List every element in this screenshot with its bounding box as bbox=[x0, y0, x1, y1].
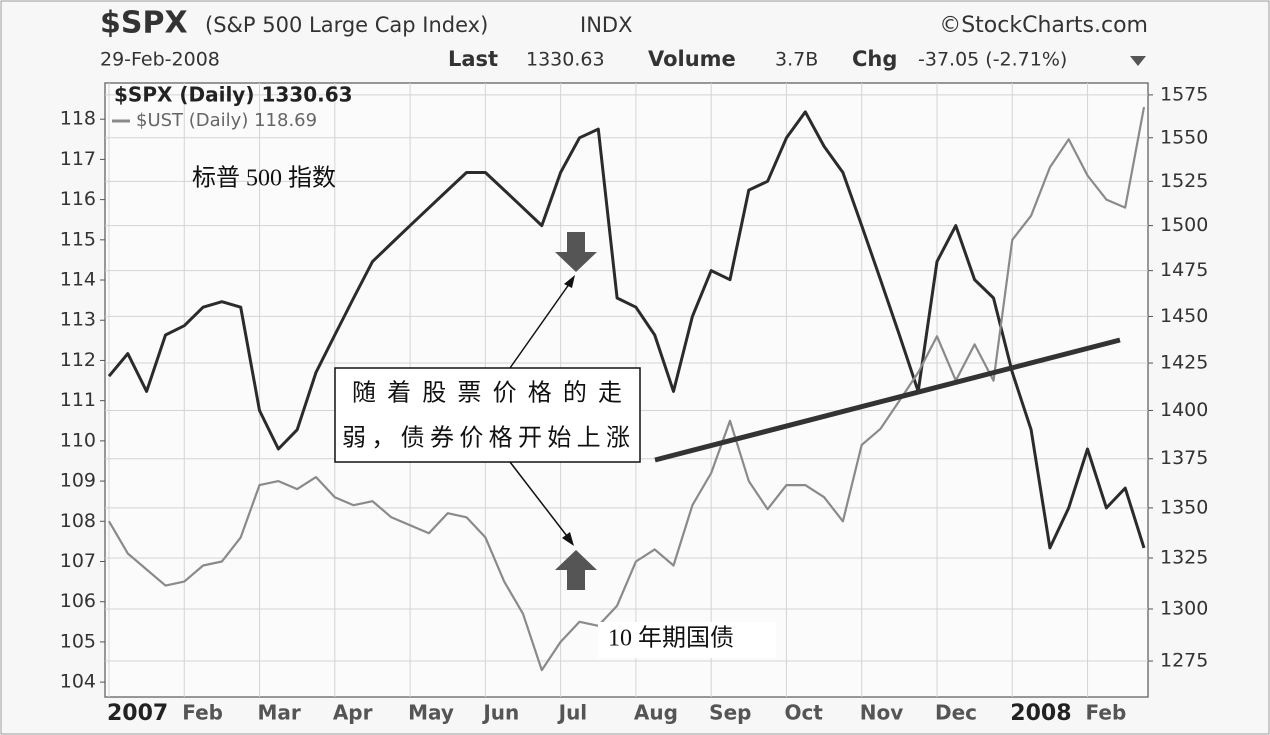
y2-tick-label: 1275 bbox=[1160, 650, 1208, 672]
stat-label: Chg bbox=[852, 47, 897, 71]
y-tick-label: 106 bbox=[60, 590, 96, 612]
y2-tick-label: 1450 bbox=[1160, 305, 1208, 327]
x-tick-label: Feb bbox=[182, 701, 223, 725]
y-tick-label: 113 bbox=[60, 309, 96, 331]
y2-tick-label: 1425 bbox=[1160, 352, 1208, 374]
dropdown-icon bbox=[1130, 56, 1146, 66]
x-tick-label: Jul bbox=[557, 701, 588, 725]
stat-label: Last bbox=[448, 47, 498, 71]
annotation-box bbox=[334, 367, 641, 463]
y-tick-label: 118 bbox=[60, 108, 96, 130]
y2-tick-label: 1325 bbox=[1160, 546, 1208, 568]
legend-entry: $SPX (Daily) 1330.63 bbox=[114, 83, 353, 107]
legend-entry: $UST (Daily) 118.69 bbox=[136, 110, 317, 131]
stat-value: 1330.63 bbox=[526, 49, 605, 71]
series-lines bbox=[107, 106, 1146, 672]
x-tick-label: 2008 bbox=[1010, 701, 1071, 726]
y2-tick-label: 1525 bbox=[1160, 170, 1208, 192]
y-tick-label: 104 bbox=[60, 671, 96, 693]
chart-title: $SPX bbox=[100, 6, 188, 41]
source: ©StockCharts.com bbox=[939, 13, 1148, 38]
y-tick-label: 116 bbox=[60, 188, 96, 210]
stat-label: Volume bbox=[648, 47, 736, 71]
y2-tick-label: 1500 bbox=[1160, 214, 1208, 236]
x-tick-label: Oct bbox=[784, 701, 823, 725]
x-tick-label: 2007 bbox=[107, 701, 168, 726]
y-tick-label: 107 bbox=[60, 550, 96, 572]
x-tick-label: Feb bbox=[1086, 701, 1127, 725]
series-line bbox=[107, 110, 1146, 550]
trend-line bbox=[654, 337, 1121, 463]
pointer-arrow bbox=[509, 461, 571, 541]
pointer-arrow bbox=[509, 279, 573, 369]
exchange: INDX bbox=[580, 13, 632, 37]
series-line bbox=[108, 106, 1146, 672]
y-tick-label: 109 bbox=[60, 470, 96, 492]
subtitle: (S&P 500 Large Cap Index) bbox=[205, 13, 488, 37]
x-tick-label: Jun bbox=[481, 701, 519, 725]
x-tick-label: Apr bbox=[333, 701, 373, 725]
date: 29-Feb-2008 bbox=[100, 49, 220, 71]
annotation-bg bbox=[598, 622, 776, 658]
x-tick-label: Nov bbox=[860, 701, 904, 725]
y-tick-label: 111 bbox=[60, 389, 96, 411]
y2-tick-label: 1575 bbox=[1160, 83, 1208, 105]
arrow-head bbox=[564, 275, 575, 288]
y-tick-label: 110 bbox=[60, 429, 96, 451]
x-tick-label: Mar bbox=[258, 701, 301, 725]
x-tick-label: Sep bbox=[709, 701, 751, 725]
y-tick-label: 108 bbox=[60, 510, 96, 532]
y-tick-label: 105 bbox=[60, 630, 96, 652]
up-arrow bbox=[555, 550, 597, 590]
x-tick-label: May bbox=[408, 701, 454, 725]
axes: 104 105 106 107 108 109 110 111 112 113 114 115 116 1… bbox=[60, 83, 1209, 726]
y2-tick-label: 1375 bbox=[1160, 447, 1208, 469]
annotation: 10 年期国债 bbox=[608, 625, 734, 652]
annotation: 标普 500 指数 bbox=[192, 165, 336, 192]
grid bbox=[105, 83, 1148, 697]
y2-tick-label: 1300 bbox=[1160, 598, 1208, 620]
arrow-head bbox=[562, 532, 574, 546]
x-tick-label: Aug bbox=[634, 701, 678, 725]
y-tick-label: 114 bbox=[60, 269, 96, 291]
stat-value: -37.05 (-2.71%) bbox=[918, 49, 1067, 71]
x-tick-label: Dec bbox=[935, 701, 977, 725]
y-tick-label: 115 bbox=[60, 228, 96, 250]
y2-tick-label: 1350 bbox=[1160, 496, 1208, 518]
y2-tick-label: 1475 bbox=[1160, 259, 1208, 281]
down-arrow bbox=[555, 232, 597, 272]
y2-tick-label: 1550 bbox=[1160, 126, 1208, 148]
y-tick-label: 117 bbox=[60, 148, 96, 170]
y2-tick-label: 1400 bbox=[1160, 399, 1208, 421]
y-tick-label: 112 bbox=[60, 349, 96, 371]
stat-value: 3.7B bbox=[775, 49, 818, 71]
